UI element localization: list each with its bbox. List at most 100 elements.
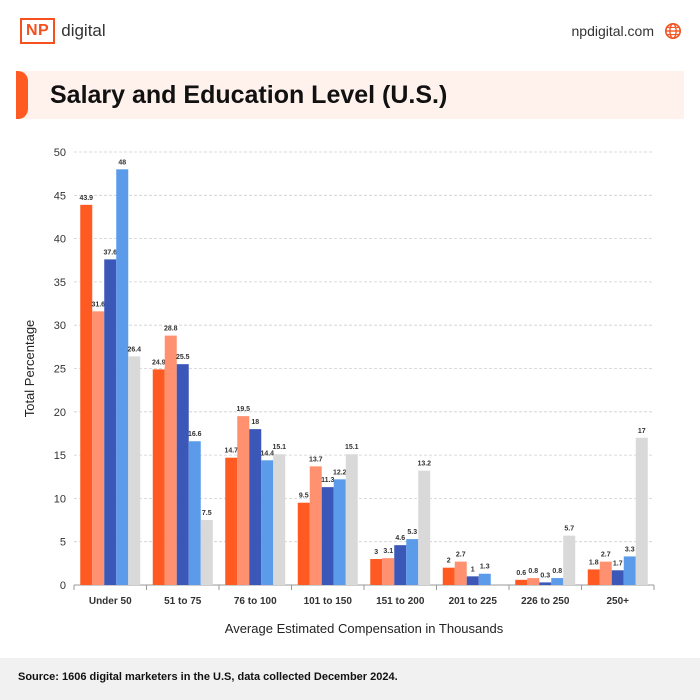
bar [587, 569, 600, 585]
data-label: 0.8 [528, 568, 538, 575]
data-label: 3 [374, 549, 378, 556]
bar [394, 545, 407, 585]
data-label: 25.5 [176, 354, 190, 361]
y-tick-label: 25 [54, 364, 66, 376]
data-label: 9.5 [299, 493, 309, 500]
y-tick-label: 45 [54, 190, 66, 202]
data-label: 2.7 [456, 552, 466, 559]
y-tick-label: 20 [54, 407, 66, 419]
bar [623, 556, 636, 585]
bar [563, 535, 576, 585]
data-label: 15.1 [272, 444, 286, 451]
data-label: 0.6 [516, 570, 526, 577]
data-label: 24.9 [152, 359, 166, 366]
y-tick-label: 0 [60, 580, 66, 592]
logo-mark: NP [20, 18, 56, 44]
logo-word: digital [61, 21, 106, 40]
data-label: 5.3 [407, 529, 417, 536]
bar [539, 582, 552, 585]
bar [370, 559, 383, 585]
title-accent [16, 71, 28, 119]
x-tick-label: 226 to 250 [521, 596, 570, 607]
bar [152, 369, 165, 585]
bar [200, 520, 213, 585]
source-note: Source: 1606 digital marketers in the U.… [18, 671, 398, 683]
title-banner: Salary and Education Level (U.S.) [16, 71, 684, 119]
x-axis-title: Average Estimated Compensation in Thousa… [225, 621, 504, 636]
y-tick-label: 10 [54, 493, 66, 505]
data-label: 3.3 [625, 546, 635, 553]
data-label: 1 [471, 566, 475, 573]
data-label: 7.5 [202, 510, 212, 517]
data-label: 48 [118, 159, 126, 166]
data-label: 37.6 [103, 249, 117, 256]
bar [164, 335, 177, 585]
website-label: npdigital.com [571, 23, 655, 39]
data-label: 4.6 [395, 535, 405, 542]
data-label: 3.1 [383, 548, 393, 555]
bar [478, 573, 491, 585]
footer: Source: 1606 digital marketers in the U.… [0, 658, 700, 700]
page-title: Salary and Education Level (U.S.) [50, 81, 448, 109]
bar [454, 561, 467, 585]
x-tick-label: 76 to 100 [234, 596, 277, 607]
brand-logo: NP digital [20, 18, 106, 44]
data-label: 13.2 [417, 461, 431, 468]
data-label: 1.8 [589, 559, 599, 566]
data-label: 31.6 [91, 301, 105, 308]
data-label: 2 [447, 558, 451, 565]
bar [345, 454, 358, 585]
bar [551, 578, 564, 585]
website-link[interactable]: npdigital.com [572, 22, 683, 40]
data-label: 16.6 [188, 431, 202, 438]
x-tick-label: 201 to 225 [449, 596, 498, 607]
data-label: 18 [251, 419, 259, 426]
bar [92, 311, 105, 585]
data-label: 14.4 [260, 450, 274, 457]
data-label: 1.3 [480, 564, 490, 571]
y-tick-label: 50 [54, 147, 66, 159]
bar [527, 578, 540, 585]
bar [406, 539, 419, 585]
bar [188, 441, 201, 585]
data-label: 0.8 [552, 568, 562, 575]
bar [442, 567, 455, 585]
data-label: 26.4 [127, 346, 141, 353]
bar [418, 470, 431, 585]
x-tick-label: 51 to 75 [164, 596, 202, 607]
data-label: 28.8 [164, 326, 178, 333]
bar [225, 457, 238, 585]
bar [104, 259, 117, 585]
bar [515, 579, 528, 585]
x-tick-label: Under 50 [89, 596, 132, 607]
bar [116, 169, 129, 585]
bar [599, 561, 612, 585]
bar [297, 502, 310, 585]
data-label: 11.3 [321, 477, 334, 484]
bar [309, 466, 322, 585]
data-label: 0.3 [540, 572, 550, 579]
bar [237, 416, 250, 585]
bar [273, 454, 286, 585]
bar [611, 570, 624, 585]
data-label: 13.7 [309, 456, 323, 463]
y-tick-label: 40 [54, 234, 66, 246]
bar [128, 356, 141, 585]
bar [261, 460, 274, 585]
data-label: 1.7 [613, 560, 623, 567]
bar [466, 576, 479, 585]
bar [635, 437, 648, 585]
x-tick-label: 151 to 200 [376, 596, 425, 607]
data-label: 14.7 [224, 448, 238, 455]
bar [249, 429, 262, 585]
y-tick-label: 30 [54, 320, 66, 332]
data-label: 15.1 [345, 444, 359, 451]
x-tick-label: 250+ [606, 596, 629, 607]
x-tick-label: 101 to 150 [304, 596, 353, 607]
bar [176, 364, 189, 585]
bar [333, 479, 346, 585]
y-tick-label: 15 [54, 450, 66, 462]
globe-icon [664, 22, 682, 40]
y-tick-label: 5 [60, 537, 66, 549]
data-label: 43.9 [79, 195, 93, 202]
